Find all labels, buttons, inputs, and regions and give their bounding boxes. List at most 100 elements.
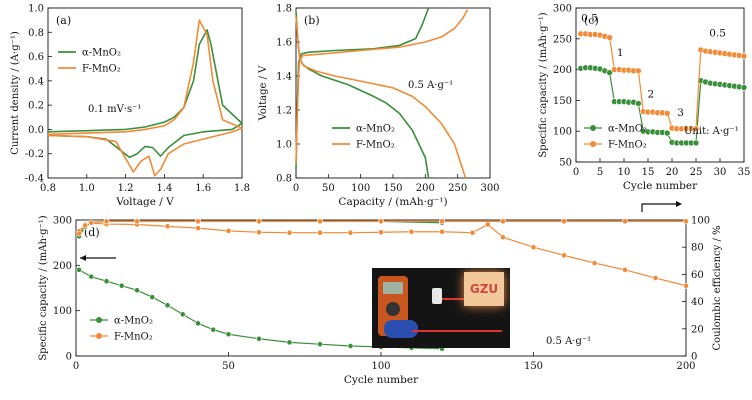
panel-label: (b): [304, 14, 320, 27]
data-point: [88, 273, 95, 280]
data-point: [606, 69, 613, 76]
right-axis-arrow-head: [676, 201, 682, 207]
series-0: [76, 266, 445, 352]
right-y-tick-label: 40: [691, 297, 704, 308]
left-axis-arrow-head: [80, 255, 86, 261]
data-point: [195, 218, 201, 225]
legend-label: F-MnO₂: [82, 64, 121, 75]
rate-label: 0.5: [581, 13, 598, 25]
x-axis-label: Voltage / V: [115, 196, 174, 208]
data-point: [683, 218, 689, 225]
y-axis-label: Specific capacity / (mAh·g⁻¹): [538, 12, 549, 157]
series-0: [47, 29, 243, 159]
x-tick-label: 1.0: [79, 183, 95, 194]
x-axis-label: Capacity / (mAh·g⁻¹): [338, 196, 447, 208]
red-wire: [412, 330, 502, 332]
data-point: [740, 84, 748, 91]
series-3: [295, 9, 469, 165]
right-y-tick-label: 60: [691, 270, 704, 281]
gloved-hand-image: [384, 320, 418, 338]
y-tick-label: 100: [553, 127, 572, 138]
x-tick-label: 1.6: [195, 183, 211, 194]
legend-label: F-MnO₂: [356, 140, 395, 151]
rate-label: 2: [648, 88, 655, 100]
data-point: [179, 311, 186, 318]
y-tick-label: -0.2: [25, 149, 44, 160]
right-y-tick-label: 100: [691, 216, 710, 227]
data-point: [118, 282, 125, 289]
data-point: [683, 282, 689, 289]
rate-label: 1: [617, 47, 624, 59]
y-tick-label: 300: [53, 216, 72, 227]
rate-label: 0.5: [709, 27, 726, 39]
x-tick-label: 0: [293, 183, 299, 194]
y-tick-label: 1.2: [276, 106, 292, 117]
x-tick-label: 30: [714, 167, 727, 178]
data-point: [500, 234, 506, 241]
data-point: [663, 129, 671, 137]
panel-c-rate-capability-chart: 0 5 10 15 20 25 30 35 50 100 150 200 250 300 Cycle num…: [538, 4, 750, 193]
x-axis-label: Cycle number: [344, 374, 419, 386]
legend-label: α-MnO₂: [114, 316, 153, 327]
data-point: [225, 331, 232, 338]
series-3: [76, 218, 689, 237]
y-tick-label: 0.6: [28, 52, 44, 63]
data-point: [286, 229, 293, 236]
right-y-tick-label: 80: [691, 243, 704, 254]
scan-rate-annotation: 0.1 mV·s⁻¹: [88, 104, 141, 115]
data-point: [134, 218, 140, 225]
series-line: [78, 222, 687, 287]
right-y-tick-label: 0: [691, 352, 697, 363]
y-tick-label: 1.6: [276, 38, 292, 49]
data-point: [76, 266, 82, 273]
x-tick-label: 1.4: [156, 183, 172, 194]
y-tick-label: 250: [553, 34, 572, 45]
legend-swatch-marker: [96, 317, 102, 323]
panel-d-cycling-stability-chart: 0 50 100 150 2000100200300020406080100Coulom…: [38, 201, 723, 386]
y-axis-label: Voltage / V: [258, 65, 269, 122]
legend-label: α-MnO₂: [356, 124, 395, 135]
series-2: [295, 16, 467, 179]
data-point: [439, 218, 445, 225]
y-tick-label: -0.4: [25, 174, 44, 185]
series-line: [47, 29, 243, 159]
legend-label: α-MnO₂: [608, 124, 647, 135]
x-tick-label: 0: [73, 361, 79, 372]
data-point: [530, 244, 537, 251]
x-tick-label: 150: [383, 183, 402, 194]
data-point: [195, 320, 201, 327]
y-tick-label: 150: [553, 96, 572, 107]
legend-swatch-marker: [590, 141, 596, 147]
right-y-axis-label: Coulombic efficiency / %: [712, 225, 723, 350]
data-point: [164, 223, 171, 230]
data-point: [692, 139, 700, 147]
data-point: [635, 100, 642, 107]
unit-note: Unit: A·g⁻¹: [684, 126, 739, 137]
current-density-annotation: 0.5 A·g⁻¹: [546, 336, 591, 347]
x-tick-label: 50: [322, 183, 335, 194]
x-tick-label: 250: [448, 183, 467, 194]
series-1: [47, 19, 243, 177]
legend-label: F-MnO₂: [114, 332, 153, 343]
x-axis-label: Cycle number: [623, 180, 698, 192]
series-line: [295, 16, 467, 179]
y-tick-label: 0.8: [28, 28, 44, 39]
data-point: [195, 225, 201, 232]
y-tick-label: 200: [553, 65, 572, 76]
x-tick-label: 35: [738, 167, 751, 178]
x-tick-label: 100: [351, 183, 370, 194]
y-tick-label: 300: [553, 4, 572, 15]
y-tick-label: 0.2: [28, 101, 44, 112]
y-tick-label: 0.4: [28, 76, 44, 87]
data-point: [622, 218, 628, 225]
multimeter-screen: [383, 282, 403, 294]
data-point: [652, 275, 659, 281]
rate-label: 3: [677, 107, 684, 119]
legend-label: α-MnO₂: [82, 48, 121, 59]
series-line: [295, 9, 469, 165]
data-point: [484, 221, 491, 228]
data-point: [439, 228, 445, 235]
data-point: [591, 260, 598, 266]
multimeter-dial: [386, 302, 400, 316]
y-tick-label: 50: [559, 158, 572, 169]
